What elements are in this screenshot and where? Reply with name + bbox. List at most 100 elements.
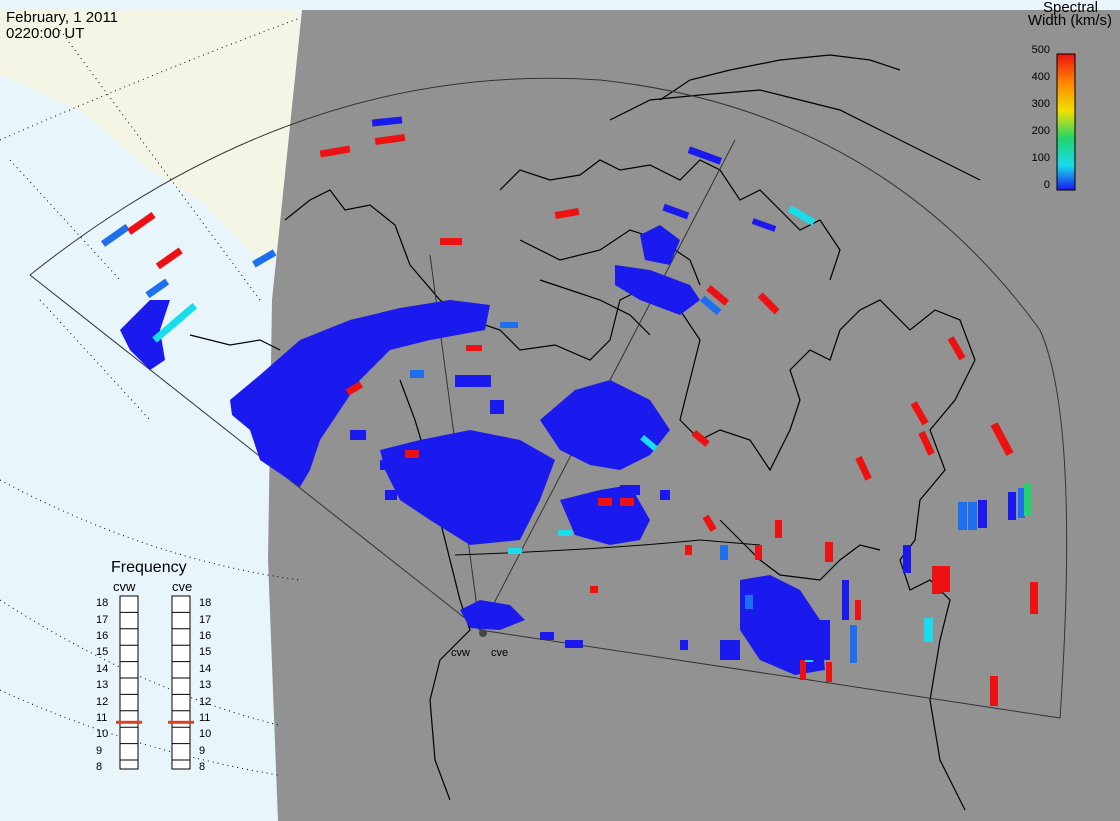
echo-cell — [687, 146, 723, 165]
echo-cell — [155, 247, 183, 270]
cvw-radar-label: cvw — [113, 579, 136, 594]
echo-cell — [720, 545, 728, 560]
coastlines — [189, 54, 981, 811]
echo-cell — [1030, 582, 1038, 614]
echo-cell — [800, 620, 830, 660]
echo-cell — [500, 322, 518, 328]
colorbar-tick-label: 400 — [1031, 71, 1050, 83]
echo-patch — [460, 600, 525, 630]
echo-cell — [558, 530, 572, 536]
echo-cell — [169, 303, 198, 328]
frequency-scale-label-right: 9 — [199, 744, 206, 757]
cve-frequency-marker — [168, 720, 194, 724]
colorbar-tick-label: 0 — [1043, 179, 1050, 191]
echo-cell — [350, 430, 366, 440]
echo-cell — [903, 545, 911, 573]
echo-cell — [405, 450, 419, 458]
colorbar-tick-label: 300 — [1031, 98, 1050, 110]
echo-cell — [1024, 484, 1031, 516]
echo-cell — [702, 514, 717, 532]
frequency-scale-label-left: 15 — [96, 646, 109, 659]
graticule — [0, 17, 301, 776]
frequency-scale-label-left: 10 — [96, 728, 109, 741]
echo-cell — [855, 600, 861, 620]
frequency-scale-label-right: 15 — [199, 646, 212, 659]
echo-cell — [947, 336, 966, 361]
frequency-scale-label-right: 10 — [199, 728, 212, 741]
frequency-scale-label-left: 11 — [96, 712, 108, 724]
colorbar-title-line2: Width (km/s) — [1027, 12, 1112, 29]
echo-cell — [720, 640, 740, 660]
echo-cell — [924, 618, 933, 642]
colorbar-tick-label: 200 — [1031, 125, 1050, 137]
frequency-scale-label-right: 8 — [199, 761, 206, 774]
echo-cell — [374, 133, 406, 146]
echo-cell — [640, 434, 658, 452]
echo-patch — [640, 225, 680, 265]
echo-cell — [410, 370, 424, 378]
echo-cell — [662, 203, 690, 220]
frequency-scale-label-right: 14 — [199, 662, 212, 675]
echo-patch — [380, 430, 555, 545]
echo-cell — [660, 490, 670, 500]
echo-cell — [968, 502, 977, 530]
echo-cell — [490, 400, 504, 414]
site-label-cve: cve — [491, 647, 509, 659]
frequency-scale-label-right: 17 — [199, 613, 212, 626]
echo-cell — [745, 595, 753, 609]
echo-cell — [598, 498, 612, 506]
frequency-gauges — [116, 595, 194, 770]
frequency-scale-label-right: 11 — [199, 712, 211, 724]
echo-cell — [145, 278, 170, 299]
echo-cell — [1008, 492, 1016, 520]
echo-cell — [691, 429, 710, 447]
frequency-scale-label-right: 18 — [199, 597, 212, 610]
date-label: February, 1 2011 — [6, 9, 119, 26]
echo-cell — [540, 632, 554, 640]
echo-cell — [380, 460, 394, 470]
echo-cell — [850, 625, 857, 663]
frequency-scale-label-right: 13 — [199, 679, 212, 692]
echo-patch — [120, 300, 170, 370]
frequency-scale-label-left: 8 — [96, 761, 103, 774]
frequency-scale-label-right: 12 — [199, 695, 212, 708]
echo-cell — [751, 218, 777, 232]
echo-cell — [800, 658, 806, 680]
echo-cell — [252, 249, 277, 268]
echo-cell — [942, 566, 950, 592]
site-label-cvw: cvw — [451, 647, 470, 659]
echo-cell — [918, 430, 935, 456]
cve-frequency-gauge — [171, 595, 191, 770]
time-label: 0220:00 UT — [6, 25, 85, 42]
frequency-scale-label-left: 13 — [96, 679, 109, 692]
echo-cell — [787, 205, 816, 226]
echo-cell — [990, 676, 998, 706]
echo-cell — [455, 375, 491, 387]
echo-cell — [990, 422, 1014, 456]
echo-cell — [910, 401, 929, 426]
echo-cell — [842, 580, 849, 620]
echo-cell — [757, 292, 780, 315]
echo-cell — [685, 545, 692, 555]
frequency-scale-label-left: 9 — [96, 744, 103, 757]
echo-cell — [958, 502, 967, 530]
echo-cell — [978, 500, 987, 528]
echo-cell — [825, 542, 833, 562]
echo-cell — [620, 485, 640, 495]
echo-cell — [345, 381, 363, 396]
radar-echoes — [100, 116, 1038, 706]
echo-cell — [126, 211, 156, 235]
echo-cell — [508, 548, 522, 554]
echo-cell — [100, 223, 130, 247]
echo-cell — [1018, 488, 1025, 518]
cvw-frequency-marker — [116, 720, 142, 724]
frequency-scale-label-left: 18 — [96, 597, 109, 610]
echo-cell — [775, 520, 782, 538]
echo-cell — [590, 586, 598, 593]
echo-cell — [700, 295, 722, 316]
echo-patch — [540, 380, 670, 470]
frequency-scale-label-left: 12 — [96, 695, 109, 708]
echo-cell — [554, 207, 580, 220]
echo-cell — [565, 640, 583, 648]
